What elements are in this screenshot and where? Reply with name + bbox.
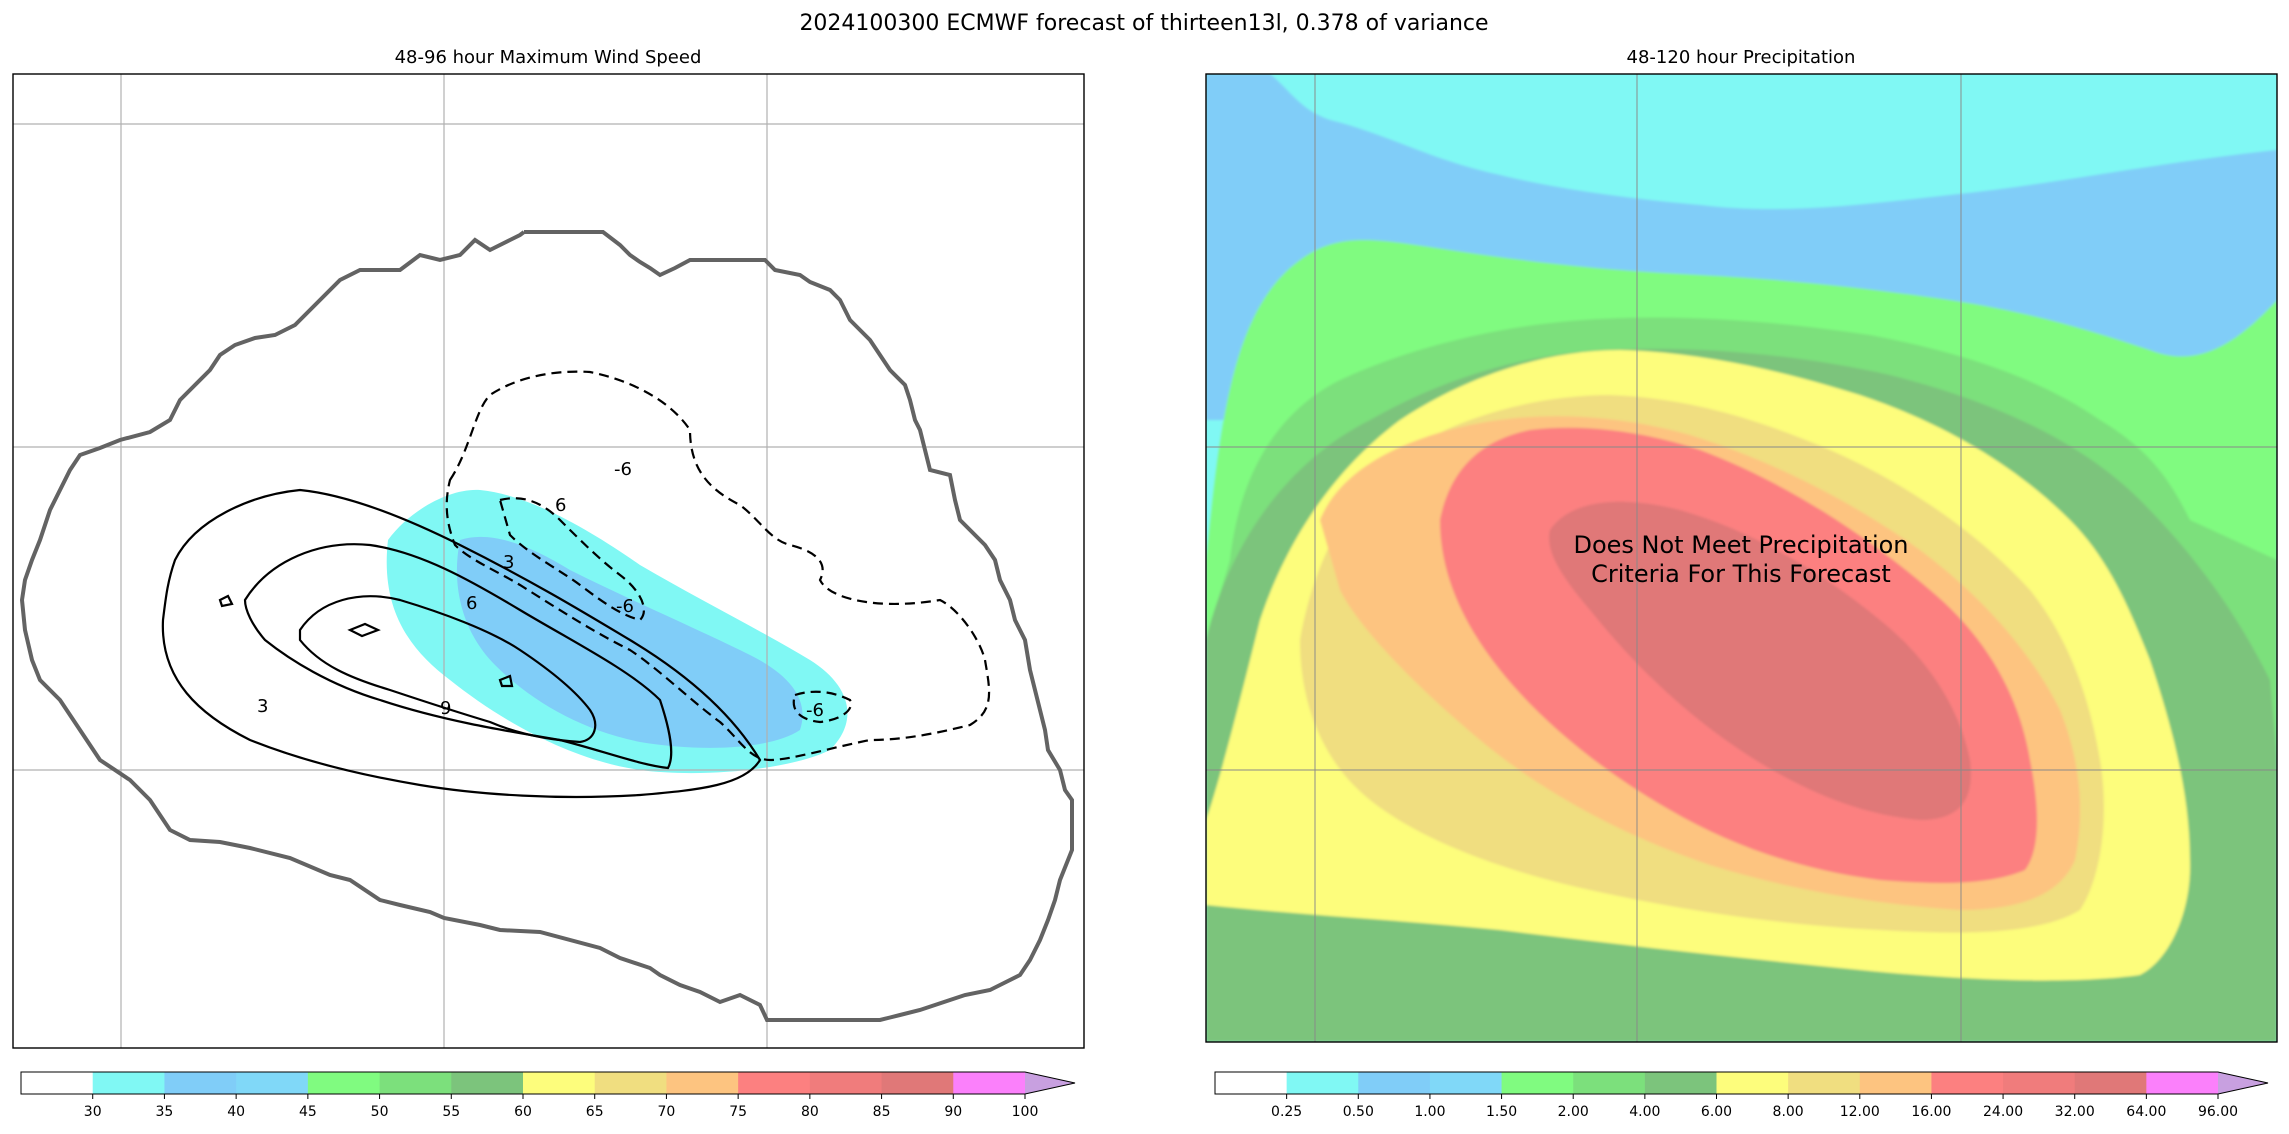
colorbar-tick-label: 65 [586,1104,604,1120]
colorbar-segment [2003,1072,2076,1094]
colorbar-segment [451,1072,524,1094]
colorbar-frame [1214,1071,2269,1095]
precip-band-24.00 [1549,501,1971,820]
colorbar-tick-label: 2.00 [1558,1104,1589,1120]
colorbar-segment [2146,1072,2219,1094]
colorbar-segment [1286,1072,1359,1094]
colorbar-tick-label: 70 [658,1104,676,1120]
wind-colorbar: 30 35 40 45 50 55 60 65 70 75 80 85 90 100 [20,1071,1076,1120]
colorbar-segment [1358,1072,1431,1094]
wind-outline-contour [19,230,1074,1022]
colorbar-frame [20,1071,1076,1095]
contour-label: -6 [616,596,634,617]
colorbar-segment [523,1072,596,1094]
colorbar-tick-label: 96.00 [2198,1104,2238,1120]
colorbar-segment [1716,1072,1789,1094]
colorbar-tick-label: 55 [442,1104,460,1120]
colorbar-segment [1573,1072,1646,1094]
wind-speed-plot-area: 3 6 9 3 6 -6 -6 -6 [13,74,1084,1048]
contour-label: 6 [466,593,477,614]
colorbar-segment [1931,1072,2004,1094]
wind-contours-positive [161,488,762,799]
right-panel-title: 48-120 hour Precipitation [1627,47,1856,68]
colorbar-tick-label: 1.00 [1414,1104,1445,1120]
colorbar-tick-label: 75 [729,1104,747,1120]
contour-label: 3 [257,696,268,717]
colorbar-tick-label: 0.50 [1343,1104,1374,1120]
colorbar-tick-label: 8.00 [1773,1104,1804,1120]
colorbar-tick-label: 16.00 [1911,1104,1951,1120]
contour-label: 3 [503,552,514,573]
colorbar-tick-label: 32.00 [2055,1104,2095,1120]
colorbar-segment [953,1072,1026,1094]
left-plot-frame [12,73,1085,1049]
precipitation-colorbar: 0.25 0.50 1.00 1.50 2.00 4.00 6.00 8.00 12.00 16.… [1214,1071,2269,1120]
contour-label: -6 [806,700,824,721]
colorbar-tick-label: 35 [156,1104,174,1120]
colorbar-tick-label: 40 [227,1104,245,1120]
contour-labels: 3 6 9 3 6 -6 -6 -6 [257,459,824,721]
colorbar-segment [1859,1072,1932,1094]
colorbar-segment [236,1072,309,1094]
colorbar-tick-label: 85 [873,1104,891,1120]
colorbar-tick-label: 64.00 [2126,1104,2166,1120]
colorbar-segment [379,1072,452,1094]
colorbar-segment [1215,1072,1288,1094]
colorbar-tick-label: 100 [1012,1104,1039,1120]
colorbar-tick-label: 6.00 [1701,1104,1732,1120]
colorbar-segment [809,1072,883,1094]
colorbar-segment [92,1072,165,1094]
colorbar-segment [1501,1072,1574,1094]
colorbar-tick-label: 30 [84,1104,102,1120]
colorbar-segment [594,1072,667,1094]
colorbar-tick-label: 80 [801,1104,819,1120]
colorbar-tick-label: 45 [299,1104,317,1120]
left-panel-title: 48-96 hour Maximum Wind Speed [395,47,702,68]
colorbar-tick-label: 60 [514,1104,532,1120]
colorbar-tick-label: 24.00 [1983,1104,2023,1120]
colorbar-segment [2074,1072,2147,1094]
colorbar-extend-arrow [2218,1072,2268,1094]
precipitation-plot-area: Does Not Meet Precipitation Criteria For… [1206,74,2277,1042]
colorbar-segment [164,1072,237,1094]
wind-contours-negative [445,370,991,762]
colorbar-segment [1429,1072,1503,1094]
right-gridlines [1206,74,2277,1042]
colorbar-tick-label: 0.25 [1271,1104,1302,1120]
contour-label: 6 [555,495,566,516]
colorbar-segment [738,1072,811,1094]
figure-title: 2024100300 ECMWF forecast of thirteen13l… [799,11,1488,36]
colorbar-extend-arrow [1025,1072,1075,1094]
colorbar-segment [666,1072,739,1094]
colorbar-segment [1644,1072,1717,1094]
colorbar-segment [307,1072,381,1094]
contour-label: 9 [440,698,451,719]
colorbar-segment [881,1072,954,1094]
colorbar-segment [21,1072,94,1094]
colorbar-tick-label: 12.00 [1840,1104,1880,1120]
colorbar-tick-label: 1.50 [1486,1104,1517,1120]
precip-annotation-line-2: Criteria For This Forecast [1591,560,1891,588]
colorbar-tick-label: 4.00 [1629,1104,1660,1120]
colorbar-tick-label: 50 [371,1104,389,1120]
right-plot-frame [1205,73,2278,1043]
colorbar-segment [1788,1072,1861,1094]
precip-annotation-line-1: Does Not Meet Precipitation [1573,531,1908,559]
contour-label: -6 [614,459,632,480]
colorbar-tick-label: 90 [944,1104,962,1120]
left-gridlines [13,74,1084,1048]
